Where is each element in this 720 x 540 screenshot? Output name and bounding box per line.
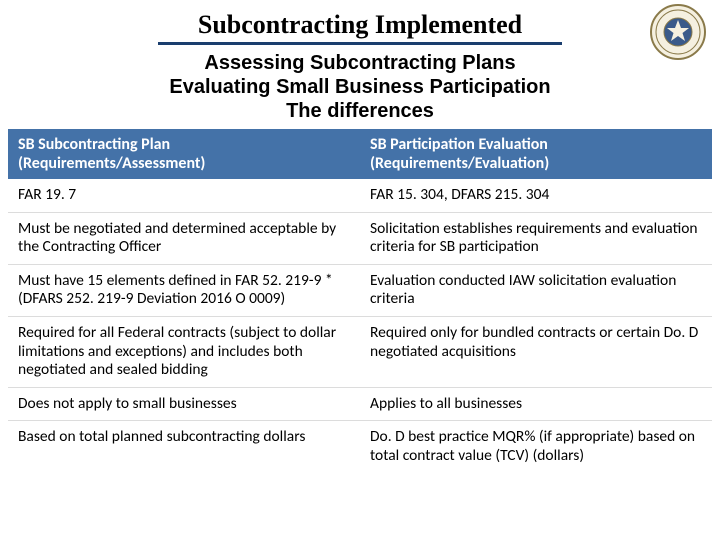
comparison-table: SB Subcontracting Plan (Requirements/Ass… [8, 129, 712, 473]
cell-left: Must have 15 elements defined in FAR 52.… [8, 264, 360, 316]
comparison-table-wrap: SB Subcontracting Plan (Requirements/Ass… [0, 129, 720, 473]
cell-left: Required for all Federal contracts (subj… [8, 316, 360, 387]
table-row: Based on total planned subcontracting do… [8, 421, 712, 473]
cell-left: FAR 19. 7 [8, 179, 360, 212]
cell-right: FAR 15. 304, DFARS 215. 304 [360, 179, 712, 212]
subtitle-line-1: Assessing Subcontracting Plans [20, 51, 700, 75]
subtitle-line-3: The differences [20, 99, 700, 123]
cell-left: Must be negotiated and determined accept… [8, 212, 360, 264]
table-row: Required for all Federal contracts (subj… [8, 316, 712, 387]
table-row: Must be negotiated and determined accept… [8, 212, 712, 264]
slide-subtitle: Assessing Subcontracting Plans Evaluatin… [20, 51, 700, 123]
cell-left: Does not apply to small businesses [8, 387, 360, 421]
cell-right: Solicitation establishes requirements an… [360, 212, 712, 264]
table-row: Does not apply to small businesses Appli… [8, 387, 712, 421]
cell-right: Do. D best practice MQR% (if appropriate… [360, 421, 712, 473]
dod-seal-icon [650, 4, 706, 60]
cell-right: Required only for bundled contracts or c… [360, 316, 712, 387]
header: Subcontracting Implemented Assessing Sub… [0, 0, 720, 129]
col-header-left: SB Subcontracting Plan (Requirements/Ass… [8, 129, 360, 179]
table-row: FAR 19. 7 FAR 15. 304, DFARS 215. 304 [8, 179, 712, 212]
cell-right: Evaluation conducted IAW solicitation ev… [360, 264, 712, 316]
table-header-row: SB Subcontracting Plan (Requirements/Ass… [8, 129, 712, 179]
slide-title: Subcontracting Implemented [158, 10, 562, 45]
cell-right: Applies to all businesses [360, 387, 712, 421]
col-header-right: SB Participation Evaluation (Requirement… [360, 129, 712, 179]
subtitle-line-2: Evaluating Small Business Participation [20, 75, 700, 99]
table-row: Must have 15 elements defined in FAR 52.… [8, 264, 712, 316]
cell-left: Based on total planned subcontracting do… [8, 421, 360, 473]
